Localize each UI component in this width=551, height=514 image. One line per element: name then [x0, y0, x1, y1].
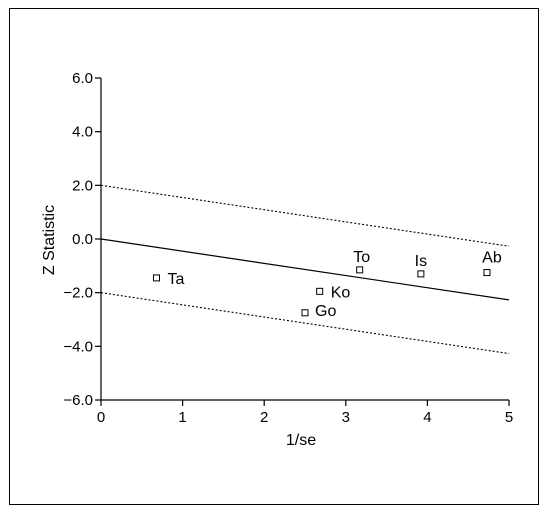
lower-bound-line — [100, 292, 510, 355]
y-tick-label: −4.0 — [63, 338, 93, 355]
x-tick-label: 4 — [423, 409, 431, 426]
x-axis-title: 1/se — [286, 432, 316, 449]
data-point-marker — [356, 266, 364, 274]
data-point-marker — [152, 274, 160, 282]
data-point-label: Ko — [331, 284, 351, 301]
data-point-marker — [316, 287, 324, 295]
x-tick-label: 2 — [260, 409, 268, 426]
data-point-label: Is — [415, 253, 427, 270]
x-tick-label: 0 — [97, 409, 105, 426]
plot-lines — [100, 184, 510, 355]
x-tick-label: 1 — [178, 409, 186, 426]
axes: 6.0 4.0 2.0 0.0 −2.0 −4.0 −6.00 1 2 3 4 5 — [63, 70, 513, 426]
y-tick-label: 4.0 — [72, 124, 93, 141]
data-point-marker — [417, 270, 425, 278]
upper-bound-line — [100, 184, 510, 247]
data-point-marker — [301, 309, 309, 317]
data-point-marker — [483, 269, 491, 277]
data-point-label: Ta — [167, 271, 184, 288]
x-tick-label: 5 — [505, 409, 513, 426]
x-tick-label: 3 — [342, 409, 350, 426]
y-axis-title: Z Statistic — [41, 205, 58, 275]
y-tick-label: 6.0 — [72, 70, 93, 87]
y-tick-label: 2.0 — [72, 177, 93, 194]
data-points: Ta Ko Go To Is Ab — [152, 249, 502, 320]
y-tick-label: −6.0 — [63, 392, 93, 409]
chart-frame — [9, 8, 539, 505]
data-point-label: Go — [315, 303, 336, 320]
y-tick-label: 0.0 — [72, 231, 93, 248]
data-point-label: Ab — [482, 250, 502, 267]
y-tick-label: −2.0 — [63, 285, 93, 302]
regression-line — [100, 238, 510, 301]
data-point-label: To — [353, 249, 370, 266]
